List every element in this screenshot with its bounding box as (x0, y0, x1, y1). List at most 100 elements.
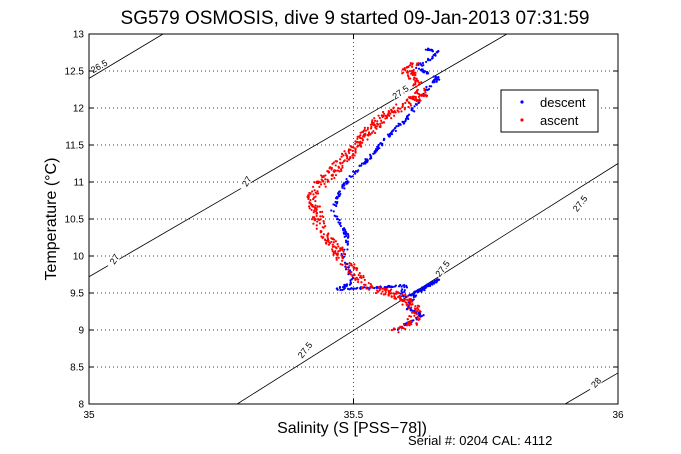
data-point-descent (363, 286, 366, 289)
data-point-ascent (308, 191, 311, 195)
data-point-ascent (308, 207, 311, 210)
data-point-ascent (408, 322, 412, 325)
data-point-descent (417, 67, 421, 70)
data-point-ascent (401, 303, 404, 306)
data-point-descent (341, 227, 345, 231)
data-point-ascent (379, 122, 382, 125)
data-point-descent (374, 150, 377, 154)
data-point-ascent (331, 245, 334, 248)
data-point-descent (354, 172, 357, 175)
x-tick-label: 36 (612, 410, 624, 421)
data-point-descent (417, 63, 420, 66)
y-axis-label: Temperature (°C) (43, 158, 60, 281)
data-point-ascent (374, 291, 378, 295)
data-point-ascent (318, 185, 321, 188)
data-point-ascent (354, 150, 357, 153)
data-point-ascent (354, 142, 357, 145)
data-point-ascent (321, 215, 324, 218)
data-point-ascent (353, 273, 356, 276)
data-point-descent (417, 101, 420, 105)
data-point-descent (434, 77, 437, 80)
data-point-ascent (375, 125, 379, 128)
data-point-descent (432, 80, 436, 83)
legend-label-descent: descent (540, 95, 586, 110)
data-point-descent (411, 109, 414, 112)
data-point-ascent (401, 102, 404, 105)
data-point-ascent (316, 190, 319, 193)
x-axis-label: Salinity (S [PSS−78]) (277, 420, 427, 437)
data-point-ascent (418, 81, 421, 84)
data-point-descent (427, 87, 431, 91)
data-point-ascent (339, 249, 342, 252)
data-point-ascent (364, 283, 367, 286)
data-point-ascent (336, 243, 339, 246)
data-point-ascent (325, 239, 328, 242)
data-point-ascent (333, 176, 336, 180)
data-point-ascent (320, 235, 323, 238)
data-point-ascent (377, 123, 380, 126)
data-point-ascent (339, 262, 342, 266)
data-point-ascent (410, 320, 413, 323)
data-point-ascent (352, 146, 355, 149)
data-point-ascent (360, 286, 364, 289)
data-point-ascent (407, 307, 411, 310)
data-point-ascent (413, 311, 416, 314)
data-point-descent (333, 203, 336, 206)
data-point-ascent (346, 160, 349, 163)
data-point-ascent (406, 69, 409, 73)
data-point-ascent (390, 295, 393, 298)
data-point-ascent (390, 328, 393, 332)
data-point-ascent (360, 281, 363, 284)
data-point-ascent (309, 198, 312, 202)
data-point-ascent (361, 137, 364, 140)
data-point-ascent (392, 111, 395, 114)
data-point-descent (413, 105, 416, 108)
data-point-ascent (407, 75, 410, 78)
data-point-ascent (334, 164, 337, 167)
data-point-descent (346, 248, 349, 251)
data-point-ascent (339, 168, 343, 171)
data-point-ascent (334, 174, 338, 177)
data-point-descent (352, 287, 356, 290)
data-point-ascent (371, 119, 374, 122)
data-point-ascent (417, 83, 420, 86)
data-point-ascent (356, 137, 359, 140)
data-point-ascent (307, 196, 310, 199)
data-point-ascent (327, 238, 330, 241)
data-point-ascent (315, 224, 318, 227)
data-point-ascent (406, 321, 410, 324)
data-point-ascent (372, 121, 375, 125)
data-point-descent (393, 127, 397, 130)
data-point-ascent (335, 160, 339, 163)
data-point-ascent (359, 274, 362, 278)
data-point-ascent (397, 110, 400, 113)
data-point-descent (395, 125, 398, 128)
data-point-descent (412, 292, 415, 295)
data-point-descent (409, 308, 413, 312)
data-point-descent (424, 48, 427, 51)
data-point-descent (403, 283, 406, 287)
data-point-ascent (319, 218, 322, 221)
data-point-ascent (407, 65, 410, 68)
data-point-ascent (376, 120, 379, 123)
data-point-descent (345, 177, 348, 181)
data-point-ascent (341, 166, 344, 169)
data-point-ascent (330, 240, 333, 244)
data-point-ascent (342, 160, 346, 163)
contour-label-group: 28 (586, 372, 606, 392)
data-point-ascent (313, 206, 317, 209)
data-point-descent (346, 287, 350, 290)
data-point-descent (415, 66, 418, 70)
data-point-ascent (378, 116, 381, 120)
data-point-ascent (348, 264, 351, 267)
data-point-ascent (354, 147, 357, 150)
data-point-ascent (310, 218, 314, 221)
tick-labels: 8 8.5 9 9.5 10 10.5 11 11.5 12 12.5 13 35 35.5 36 (65, 30, 624, 422)
legend-box (500, 89, 599, 133)
data-point-ascent (398, 107, 402, 110)
data-point-ascent (395, 290, 398, 293)
data-point-ascent (358, 271, 361, 275)
data-point-ascent (315, 212, 319, 215)
data-point-ascent (352, 152, 355, 156)
data-point-ascent (359, 134, 362, 137)
